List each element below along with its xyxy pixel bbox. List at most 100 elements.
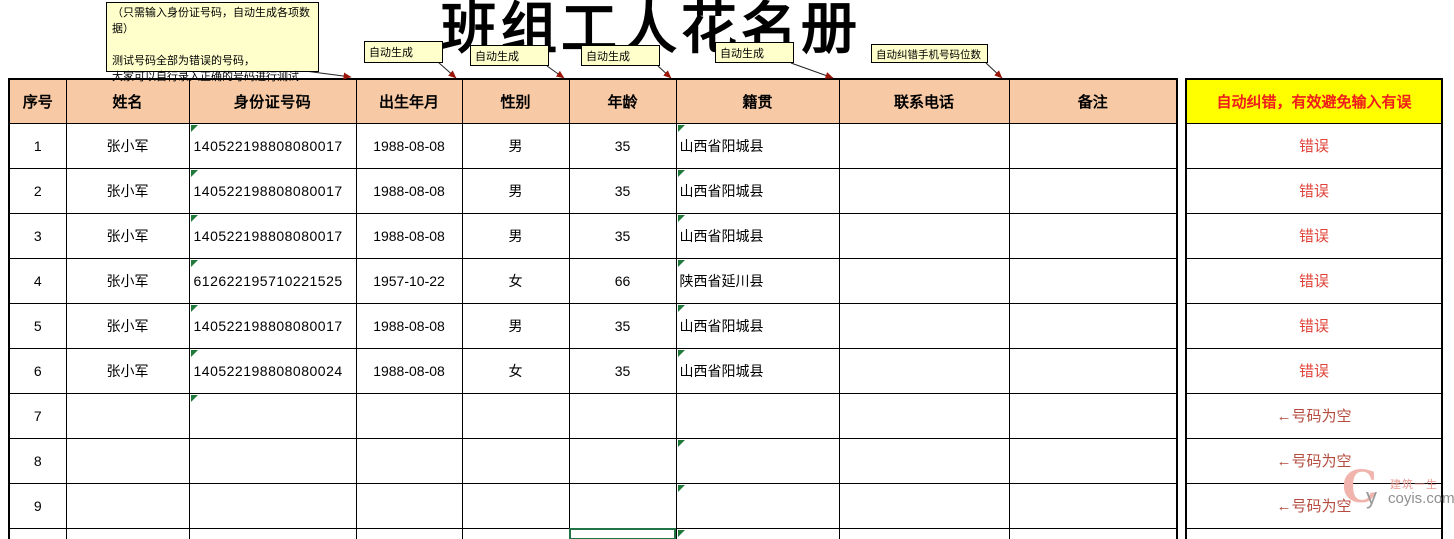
cell-no[interactable]: 5 [8,302,67,349]
cell-no[interactable]: 9 [8,482,67,529]
cell-no[interactable]: 4 [8,257,67,304]
cell-origin[interactable] [675,527,840,539]
cell-age[interactable]: 35 [568,347,677,394]
cell-origin[interactable] [675,437,840,484]
callout-auto-generate-birth[interactable]: 自动生成 [364,41,443,63]
cell-note[interactable] [1008,167,1178,214]
status-cell[interactable]: 错误 [1185,122,1443,169]
cell-gender[interactable]: 女 [461,347,570,394]
cell-birth[interactable] [355,482,463,529]
cell-gender[interactable]: 男 [461,302,570,349]
cell-origin[interactable] [675,392,840,439]
cell-note[interactable] [1008,257,1178,304]
cell-gender[interactable]: 男 [461,167,570,214]
header-cell-id[interactable]: 身份证号码 [188,78,357,124]
header-cell-index[interactable]: 序号 [8,78,67,124]
cell-id[interactable] [188,527,357,539]
cell-id[interactable] [188,392,357,439]
cell-name[interactable] [65,437,190,484]
cell-id[interactable]: 140522198808080017 [188,212,357,259]
status-cell[interactable]: 错误 [1185,302,1443,349]
cell-name[interactable]: 张小军 [65,122,190,169]
cell-id[interactable]: 140522198808080017 [188,302,357,349]
cell-note[interactable] [1008,437,1178,484]
status-cell[interactable]: 错误 [1185,167,1443,214]
cell-note[interactable] [1008,212,1178,259]
cell-phone[interactable] [838,212,1010,259]
cell-birth[interactable]: 1988-08-08 [355,212,463,259]
header-cell-birth[interactable]: 出生年月 [355,78,463,124]
status-cell[interactable]: 错误 [1185,347,1443,394]
cell-origin[interactable]: 山西省阳城县 [675,212,840,259]
cell-note[interactable] [1008,527,1178,539]
cell-name[interactable] [65,392,190,439]
cell-note[interactable] [1008,122,1178,169]
callout-auto-generate-origin[interactable]: 自动生成 [715,42,794,63]
cell-id[interactable]: 612622195710221525 [188,257,357,304]
status-cell[interactable]: ←号码为空 [1185,482,1443,529]
cell-gender[interactable]: 男 [461,212,570,259]
instruction-note-box[interactable]: （只需输入身份证号码，自动生成各项数据） 测试号码全部为错误的号码， 大家可以自… [106,2,319,83]
cell-phone[interactable] [838,167,1010,214]
status-cell[interactable]: 错误 [1185,212,1443,259]
callout-auto-generate-age[interactable]: 自动生成 [581,45,660,66]
selected-cell[interactable] [568,527,677,539]
cell-no[interactable]: 1 [8,122,67,169]
cell-id[interactable]: 140522198808080017 [188,122,357,169]
cell-phone[interactable] [838,347,1010,394]
cell-age[interactable]: 35 [568,167,677,214]
cell-phone[interactable] [838,302,1010,349]
header-cell-age[interactable]: 年龄 [568,78,677,124]
status-cell[interactable] [1185,527,1443,539]
cell-gender[interactable] [461,482,570,529]
cell-phone[interactable] [838,122,1010,169]
cell-note[interactable] [1008,392,1178,439]
header-cell-gender[interactable]: 性别 [461,78,570,124]
cell-origin[interactable]: 山西省阳城县 [675,122,840,169]
cell-id[interactable] [188,482,357,529]
cell-name[interactable]: 张小军 [65,347,190,394]
cell-no[interactable]: 8 [8,437,67,484]
cell-origin[interactable]: 陕西省延川县 [675,257,840,304]
cell-name[interactable] [65,482,190,529]
cell-id[interactable]: 140522198808080024 [188,347,357,394]
cell-birth[interactable] [355,437,463,484]
cell-phone[interactable] [838,257,1010,304]
cell-origin[interactable]: 山西省阳城县 [675,347,840,394]
cell-gender[interactable] [461,437,570,484]
cell-phone[interactable] [838,482,1010,529]
cell-origin[interactable] [675,482,840,529]
cell-name[interactable]: 张小军 [65,167,190,214]
callout-auto-generate-gender[interactable]: 自动生成 [470,45,549,66]
header-cell-note[interactable]: 备注 [1008,78,1178,124]
cell-gender[interactable] [461,527,570,539]
cell-note[interactable] [1008,302,1178,349]
header-cell-origin[interactable]: 籍贯 [675,78,840,124]
cell-birth[interactable]: 1988-08-08 [355,302,463,349]
cell-gender[interactable]: 男 [461,122,570,169]
cell-birth[interactable]: 1988-08-08 [355,122,463,169]
cell-no[interactable]: 2 [8,167,67,214]
status-cell[interactable]: ←号码为空 [1185,392,1443,439]
cell-age[interactable]: 35 [568,212,677,259]
callout-autocorrect-phone[interactable]: 自动纠错手机号码位数 [871,44,988,63]
cell-phone[interactable] [838,392,1010,439]
cell-no[interactable]: 3 [8,212,67,259]
header-cell-phone[interactable]: 联系电话 [838,78,1010,124]
cell-gender[interactable] [461,392,570,439]
cell-birth[interactable] [355,392,463,439]
cell-id[interactable]: 140522198808080017 [188,167,357,214]
cell-no[interactable] [8,527,67,539]
cell-age[interactable]: 35 [568,122,677,169]
cell-id[interactable] [188,437,357,484]
cell-name[interactable]: 张小军 [65,212,190,259]
cell-note[interactable] [1008,347,1178,394]
status-cell[interactable]: 错误 [1185,257,1443,304]
cell-name[interactable]: 张小军 [65,257,190,304]
cell-gender[interactable]: 女 [461,257,570,304]
cell-age[interactable] [568,392,677,439]
cell-name[interactable]: 张小军 [65,302,190,349]
cell-age[interactable] [568,482,677,529]
cell-no[interactable]: 7 [8,392,67,439]
cell-no[interactable]: 6 [8,347,67,394]
